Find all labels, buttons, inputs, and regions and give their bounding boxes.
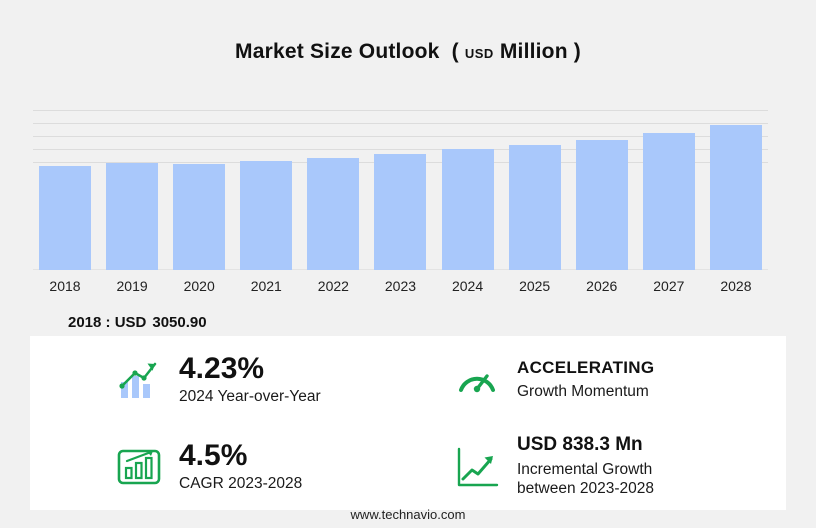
bar [575,140,628,270]
gridline [33,149,768,150]
bar-chart: 2018 2019 2020 2021 2022 2023 2024 2025 2026 2027… [33,100,768,294]
bar-column-2020: 2020 [173,100,226,294]
cagr-value: 4.5% [179,438,248,472]
bar [374,154,427,270]
momentum-label: Growth Momentum [517,382,649,400]
bar-series: 2018 2019 2020 2021 2022 2023 2024 2025 2026 2027… [33,100,768,294]
stats-card: 4.23% 2024 Year-over-Year ACCELERATING G… [30,336,786,510]
title-open-paren: ( [445,40,465,63]
bar [709,125,762,270]
x-axis-label: 2027 [653,278,685,294]
gridline [33,136,768,137]
speedometer-icon [453,356,501,404]
gridline [33,110,768,111]
chart-annotation-2018: 2018 : USD 3050.90 [68,314,207,331]
x-axis-label: 2023 [384,278,417,294]
x-axis-label: 2028 [720,278,752,294]
yoy-label: 2024 Year-over-Year [179,388,321,406]
bar-column-2025: 2025 [508,100,561,294]
incremental-value: USD 838.3 Mn [517,434,643,456]
bar-column-2028: 2028 [709,100,762,294]
bar-column-2026: 2026 [575,100,628,294]
title-close-paren: ) [573,40,581,63]
bar [106,163,159,270]
x-axis-label: 2024 [451,278,484,294]
bar-column-2027: 2027 [642,100,695,294]
x-axis-label: 2022 [317,278,349,294]
stat-cagr: 4.5% CAGR 2023-2028 [30,423,408,510]
x-axis-label: 2025 [519,278,551,294]
momentum-value: ACCELERATING [517,358,655,378]
x-axis-label: 2019 [116,278,148,294]
x-axis-label: 2021 [250,278,282,294]
stat-momentum: ACCELERATING Growth Momentum [408,336,786,423]
bar [508,145,561,270]
yoy-value: 4.23% [179,351,265,385]
bar [39,166,91,270]
cagr-chart-icon [115,443,163,491]
incremental-growth-icon [453,443,501,491]
bar-column-2018: 2018 [39,100,91,294]
bar [307,158,360,270]
bar-column-2019: 2019 [106,100,159,294]
title-currency: USD [464,46,494,61]
bar [642,133,695,270]
page-title: Market Size Outlook ( USD Million ) [0,40,816,64]
bar-column-2023: 2023 [374,100,427,294]
bar [173,164,226,270]
title-main: Market Size Outlook [235,40,440,63]
annotation-value: 3050.90 [152,314,207,331]
bar [240,161,293,270]
cagr-label: CAGR 2023-2028 [179,475,303,493]
bar-chart-growth-icon [115,356,163,404]
bar-column-2024: 2024 [441,100,494,294]
x-axis-label: 2026 [586,278,618,294]
bar [441,149,494,270]
annotation-label: 2018 : USD [68,314,147,331]
stat-yoy: 4.23% 2024 Year-over-Year [30,336,408,423]
incremental-label: Incremental Growth between 2023-2028 [517,461,655,498]
bar-column-2021: 2021 [240,100,293,294]
title-unit: Million [499,40,568,63]
gridline [33,123,768,124]
x-axis-label: 2018 [49,278,81,294]
stat-incremental-growth: USD 838.3 Mn Incremental Growth between … [408,423,786,510]
footer-url: www.technavio.com [350,507,466,522]
bar-column-2022: 2022 [307,100,360,294]
x-axis-label: 2020 [183,278,215,294]
